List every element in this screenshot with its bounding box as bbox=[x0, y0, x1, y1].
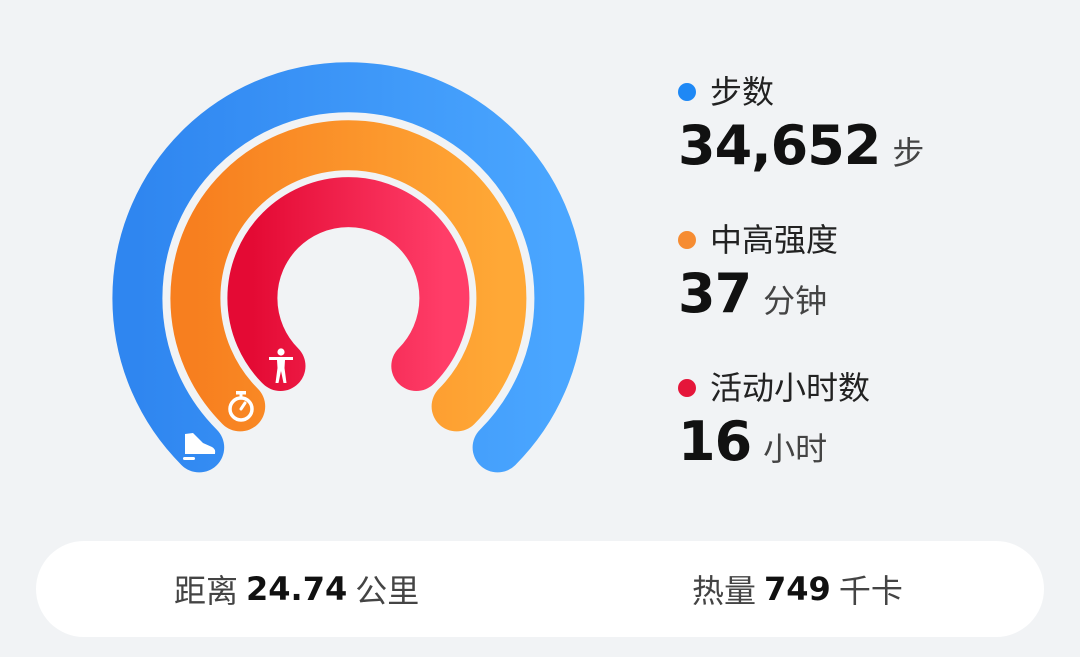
distance-unit: 公里 bbox=[355, 572, 420, 610]
hours-value: 16 bbox=[678, 410, 752, 473]
summary-distance[interactable]: 距离 24.74 公里 bbox=[174, 541, 419, 637]
summary-calories[interactable]: 热量 749 千卡 bbox=[692, 541, 903, 637]
steps-dot bbox=[678, 83, 696, 101]
shoe-icon bbox=[183, 433, 216, 460]
stat-intensity[interactable]: 中高强度 37 分钟 bbox=[678, 220, 838, 326]
intensity-unit: 分钟 bbox=[763, 282, 828, 320]
ring-steps bbox=[112, 62, 585, 473]
steps-value: 34,652 bbox=[678, 114, 881, 177]
calories-unit: 千卡 bbox=[838, 572, 903, 610]
calories-value: 749 bbox=[764, 570, 831, 608]
distance-label: 距离 bbox=[174, 572, 239, 610]
ring-intensity bbox=[170, 120, 527, 432]
summary-card: 距离 24.74 公里 热量 749 千卡 bbox=[36, 541, 1044, 637]
calories-label: 热量 bbox=[692, 572, 757, 610]
activity-rings bbox=[112, 62, 585, 473]
steps-label: 步数 bbox=[710, 73, 775, 111]
hours-unit: 小时 bbox=[763, 430, 828, 468]
distance-value: 24.74 bbox=[246, 570, 348, 608]
stat-steps[interactable]: 步数 34,652 步 bbox=[678, 72, 924, 178]
person-standing-icon bbox=[269, 348, 293, 383]
steps-unit: 步 bbox=[892, 134, 925, 172]
stat-active-hours[interactable]: 活动小时数 16 小时 bbox=[678, 368, 870, 474]
intensity-value: 37 bbox=[678, 262, 752, 325]
ring-hours bbox=[227, 177, 470, 391]
stopwatch-icon bbox=[228, 391, 254, 422]
intensity-dot bbox=[678, 231, 696, 249]
hours-dot bbox=[678, 379, 696, 397]
intensity-label: 中高强度 bbox=[710, 221, 839, 259]
hours-label: 活动小时数 bbox=[710, 369, 871, 407]
